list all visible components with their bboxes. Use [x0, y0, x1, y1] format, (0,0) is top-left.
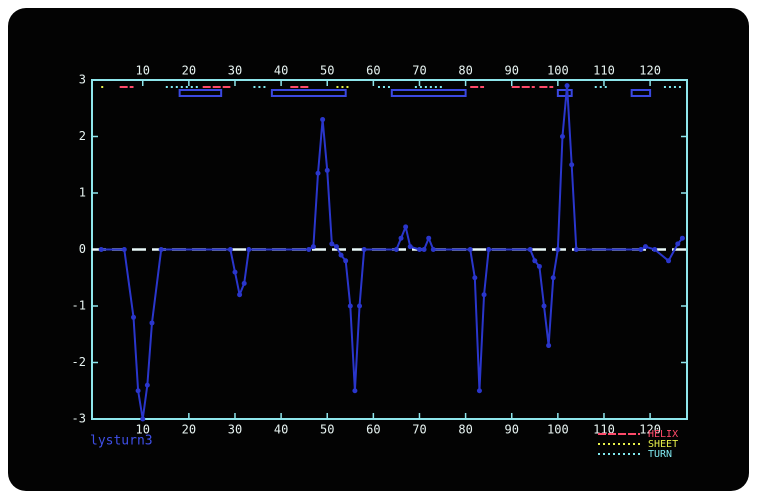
y-tick-label: 2 — [79, 129, 86, 143]
data-point — [135, 388, 141, 394]
data-point — [140, 416, 146, 422]
data-point — [573, 247, 579, 252]
structure-box — [178, 89, 223, 97]
chart: lysturn3 1010202030304040505060607070808… — [72, 64, 688, 460]
x-tick-label-top: 30 — [228, 64, 242, 78]
screen: lysturn3 10 10 20 20 30 30 40 40 50 50 60 60 70 70 80 8… — [8, 8, 749, 491]
data-point — [546, 343, 552, 349]
legend-label: SHEET — [648, 439, 678, 450]
x-tick-label-top: 110 — [593, 64, 615, 78]
series-line — [101, 84, 684, 420]
data-point — [638, 247, 644, 252]
data-point — [642, 244, 648, 250]
x-tick-label-top: 40 — [274, 64, 288, 78]
data-point — [227, 247, 233, 252]
data-point — [467, 247, 473, 252]
data-point — [98, 247, 104, 252]
y-tick-label: -2 — [72, 355, 86, 369]
data-point — [149, 320, 155, 326]
legend-label: TURN — [648, 449, 672, 460]
x-tick-label: 120 — [639, 423, 661, 437]
x-tick-label: 30 — [228, 423, 242, 437]
data-point — [472, 275, 478, 281]
data-point — [158, 247, 164, 252]
data-point — [569, 162, 575, 168]
legend-label: HELIX — [648, 429, 678, 440]
data-point — [679, 235, 685, 241]
x-tick-label-top: 60 — [366, 64, 380, 78]
data-point — [559, 134, 565, 139]
structure-box — [630, 89, 652, 97]
x-tick-label: 80 — [458, 423, 472, 437]
x-tick-label: 100 — [547, 423, 569, 437]
data-point — [144, 382, 150, 388]
structure-box — [556, 89, 573, 97]
data-point — [246, 247, 252, 252]
data-point — [310, 244, 316, 250]
data-point — [486, 247, 492, 252]
data-point — [666, 258, 672, 264]
data-point — [241, 280, 247, 286]
data-point — [536, 263, 542, 269]
data-point — [416, 247, 422, 252]
data-point — [426, 235, 432, 241]
chart-title: lysturn3 — [90, 434, 153, 449]
x-tick-label-top: 50 — [320, 64, 334, 78]
y-tick-label: 0 — [79, 242, 86, 256]
x-tick-label: 90 — [505, 423, 519, 437]
structure-box — [270, 89, 347, 97]
data-point — [320, 117, 326, 123]
data-point — [403, 224, 409, 230]
data-point — [481, 292, 487, 298]
x-tick-label: 50 — [320, 423, 334, 437]
x-tick-label: 10 — [136, 423, 150, 437]
x-tick-label-top: 10 — [136, 64, 150, 78]
data-point — [541, 303, 547, 309]
data-point — [421, 247, 427, 252]
structure-box — [390, 89, 467, 97]
data-point — [338, 252, 344, 258]
x-tick-label-top: 100 — [547, 64, 569, 78]
x-tick-label-top: 120 — [639, 64, 661, 78]
data-point — [306, 247, 312, 252]
data-point — [393, 247, 399, 252]
data-point — [343, 258, 349, 264]
data-point — [476, 388, 482, 394]
data-point — [329, 241, 335, 247]
data-point — [532, 258, 538, 264]
data-point — [324, 167, 330, 173]
data-point — [357, 303, 363, 309]
x-tick-label: 40 — [274, 423, 288, 437]
data-point — [527, 247, 533, 252]
data-point — [430, 247, 436, 252]
x-tick-label-top: 20 — [182, 64, 196, 78]
data-point — [237, 292, 243, 298]
x-tick-label-top: 70 — [412, 64, 426, 78]
data-point — [131, 314, 137, 320]
x-tick-label: 20 — [182, 423, 196, 437]
data-point — [315, 170, 321, 176]
data-point — [564, 83, 570, 89]
y-tick-label: 3 — [79, 73, 86, 87]
data-point — [407, 244, 413, 250]
data-point — [555, 247, 561, 252]
y-tick-label: 1 — [79, 186, 86, 200]
data-point — [550, 275, 556, 281]
data-point — [652, 247, 658, 252]
data-point — [352, 388, 358, 394]
data-point — [398, 235, 404, 241]
data-point — [232, 269, 238, 275]
data-point — [121, 247, 127, 252]
x-tick-label: 70 — [412, 423, 426, 437]
x-tick-label-top: 80 — [458, 64, 472, 78]
y-tick-label: -3 — [72, 412, 86, 426]
data-point — [361, 247, 367, 252]
y-tick-label: -1 — [72, 299, 86, 313]
data-point — [347, 303, 353, 309]
data-point — [333, 244, 339, 250]
data-point — [675, 241, 681, 247]
x-tick-label: 60 — [366, 423, 380, 437]
x-tick-label-top: 90 — [505, 64, 519, 78]
